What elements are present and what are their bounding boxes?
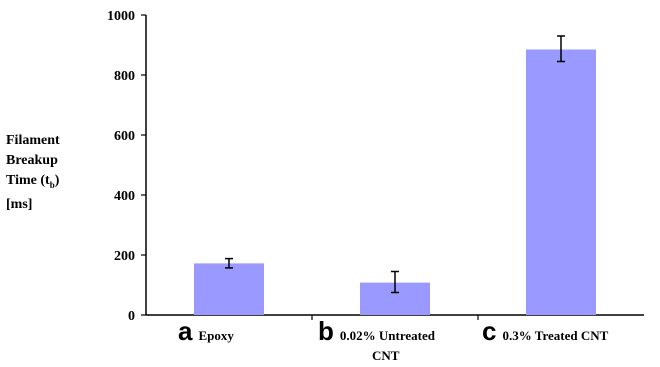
x-category-label-c: c 0.3% Treated CNT xyxy=(482,316,609,346)
bar-c xyxy=(526,49,596,315)
y-axis-label-time: Time (t xyxy=(6,173,50,188)
y-axis-label-line-2: Breakup xyxy=(6,153,58,168)
y-tick-label: 800 xyxy=(114,69,135,84)
bar-a xyxy=(194,263,264,315)
y-axis-label: Filament Breakup Time (tb) [ms] xyxy=(6,131,96,215)
y-tick-label: 0 xyxy=(128,309,135,324)
y-axis-label-line-1: Filament xyxy=(6,133,60,148)
y-tick-label: 600 xyxy=(114,129,135,144)
y-tick-label: 400 xyxy=(114,189,135,204)
y-axis-label-subscript: b xyxy=(49,179,55,190)
y-axis-label-close: ) xyxy=(54,173,60,188)
x-category-label-b: b 0.02% Untreated xyxy=(318,316,436,346)
y-axis-label-line-3: Time (tb) xyxy=(6,171,96,195)
y-tick-label: 200 xyxy=(114,249,135,264)
x-category-label-b-line2: CNT xyxy=(372,348,400,363)
y-axis-label-line-4: [ms] xyxy=(6,196,33,212)
x-category-label-a: a Epoxy xyxy=(178,316,234,346)
y-tick-label: 1000 xyxy=(107,9,135,24)
